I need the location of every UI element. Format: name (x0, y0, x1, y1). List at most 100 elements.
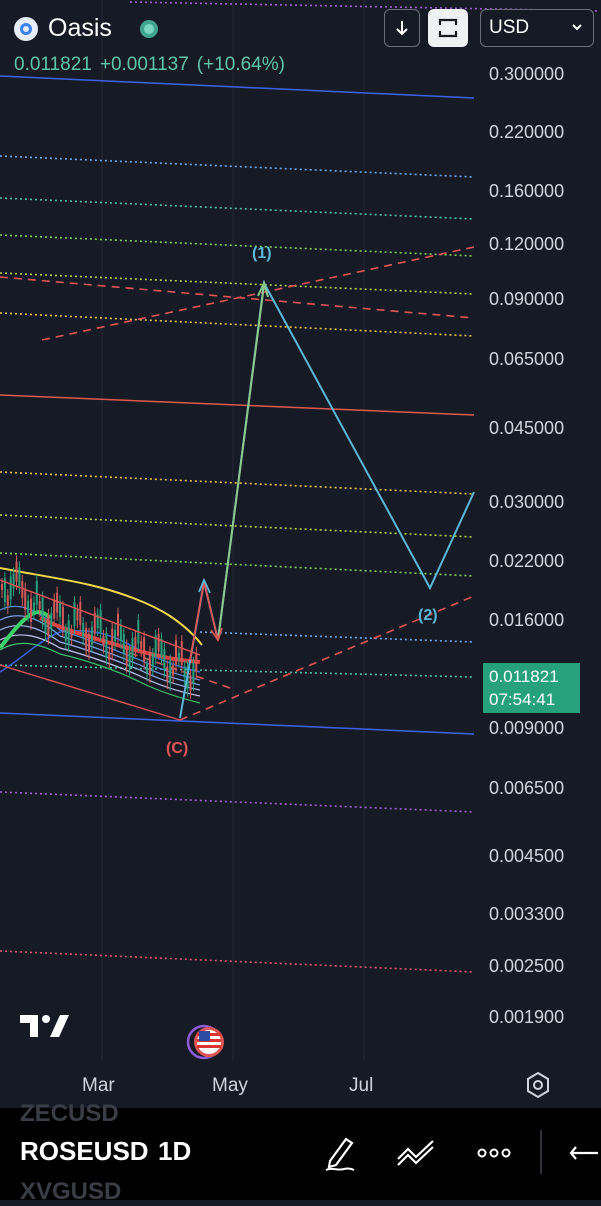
candle-body (56, 592, 59, 613)
coin-name[interactable]: Oasis (48, 14, 112, 42)
arrow-down-icon (396, 21, 408, 36)
wedge-top (0, 579, 201, 656)
candle-body (180, 641, 183, 665)
dashed-projection-lines (0, 246, 475, 721)
y-tick-label: 0.001900 (489, 1007, 565, 1027)
candle-body (24, 588, 27, 611)
candle-body (114, 629, 117, 642)
fullscreen-button[interactable] (428, 9, 468, 47)
candle-body (44, 620, 47, 634)
candle-body (18, 567, 21, 586)
candle-body (73, 602, 76, 627)
candle-body (3, 578, 6, 603)
chart-header: Oasis 0.011821 +0.001137 (+10.64%) (0, 0, 601, 90)
wave-projection-cyan (179, 279, 475, 719)
candle-body (90, 627, 93, 645)
y-tick-label: 0.009000 (489, 718, 565, 738)
candle-body (53, 599, 56, 619)
candle-body (79, 601, 82, 625)
candle-body (70, 630, 73, 638)
y-tick-label: 0.022000 (489, 551, 565, 571)
candle-body (15, 561, 18, 582)
candle-body (96, 614, 99, 629)
cyan-arrow-head (198, 577, 211, 594)
candle-body (175, 640, 177, 665)
y-tick-label: 0.120000 (489, 234, 565, 254)
candle-body (189, 675, 192, 691)
candle-body (30, 598, 32, 622)
y-tick-label: 0.065000 (489, 349, 565, 369)
candle-body (125, 645, 128, 665)
y-tick-label: 0.016000 (489, 610, 565, 630)
current-price-value: 0.011821 (489, 667, 559, 686)
dotted-levels (0, 1, 601, 973)
candle-body (47, 614, 50, 637)
y-tick-label: 0.090000 (489, 289, 565, 309)
symbol-list-next[interactable]: XVGUSD (20, 1178, 122, 1205)
candle-body (192, 662, 195, 683)
currency-value: USD (489, 17, 530, 38)
more-icon[interactable] (476, 1133, 512, 1173)
candle-body (157, 633, 160, 652)
chart-area[interactable]: Oasis 0.011821 +0.001137 (+10.64%) USD 0.3… (0, 0, 601, 1108)
undo-icon[interactable] (568, 1133, 601, 1173)
candle-body (148, 652, 151, 676)
candle-body (67, 620, 70, 645)
green-arrow-head (257, 280, 269, 298)
candle-body (143, 637, 146, 662)
candle-body (169, 660, 172, 684)
symbol-list-prev[interactable]: ZECUSD (20, 1100, 119, 1127)
currency-select[interactable]: USD (480, 9, 594, 47)
oasis-logo-icon (14, 17, 38, 41)
wave-2-label: (2) (418, 607, 438, 624)
y-tick-label: 0.045000 (489, 418, 565, 438)
chart-settings-icon[interactable] (524, 1071, 552, 1099)
x-tick-label: May (212, 1075, 248, 1096)
candle-body (131, 637, 134, 661)
candle-body (172, 665, 175, 676)
candle-body (27, 600, 30, 614)
candle-body (105, 632, 108, 657)
price-change: +0.001137 (99, 54, 189, 75)
candle-body (6, 595, 9, 606)
lower-channel-line (0, 712, 475, 735)
candle-body (41, 597, 44, 622)
bar-countdown: 07:54:41 (489, 690, 556, 709)
bottom-toolbar (0, 1108, 601, 1200)
candle-body (35, 580, 38, 605)
y-tick-label: 0.220000 (489, 122, 565, 142)
candle-body (88, 633, 90, 652)
red-arrow-head (210, 627, 223, 642)
chart-canvas[interactable] (0, 0, 601, 1108)
interval-selector[interactable]: 1D (158, 1136, 192, 1166)
y-tick-label: 0.160000 (489, 181, 565, 201)
market-open-icon (140, 20, 158, 38)
candle-body (134, 637, 137, 650)
us-flag-event-icon[interactable] (185, 1024, 227, 1060)
candle-body (195, 653, 198, 672)
candle-body (163, 648, 166, 670)
candle-body (108, 652, 111, 660)
candle-body (140, 641, 143, 649)
candle-body (32, 602, 35, 611)
candle-body (160, 638, 163, 657)
y-tick-label: 0.002500 (489, 956, 565, 976)
candle-body (9, 576, 12, 600)
candle-body (128, 651, 131, 668)
indicators-icon[interactable] (395, 1133, 437, 1173)
wedge-bottom (0, 664, 181, 721)
candle-body (21, 580, 24, 599)
candle-body (166, 666, 169, 681)
candle-body (76, 610, 79, 621)
last-price: 0.011821 (14, 54, 92, 75)
pencil-icon[interactable] (322, 1133, 358, 1173)
symbol-selector[interactable]: ROSEUSD (20, 1136, 149, 1166)
y-tick-label: 0.003300 (489, 904, 565, 924)
candle-body (111, 628, 114, 653)
candle-body (38, 600, 41, 609)
current-price-badge: 0.011821 07:54:41 (483, 663, 580, 713)
download-button[interactable] (384, 9, 420, 47)
y-tick-label: 0.006500 (489, 778, 565, 798)
candle-body (177, 652, 180, 660)
candle-body (183, 666, 186, 678)
